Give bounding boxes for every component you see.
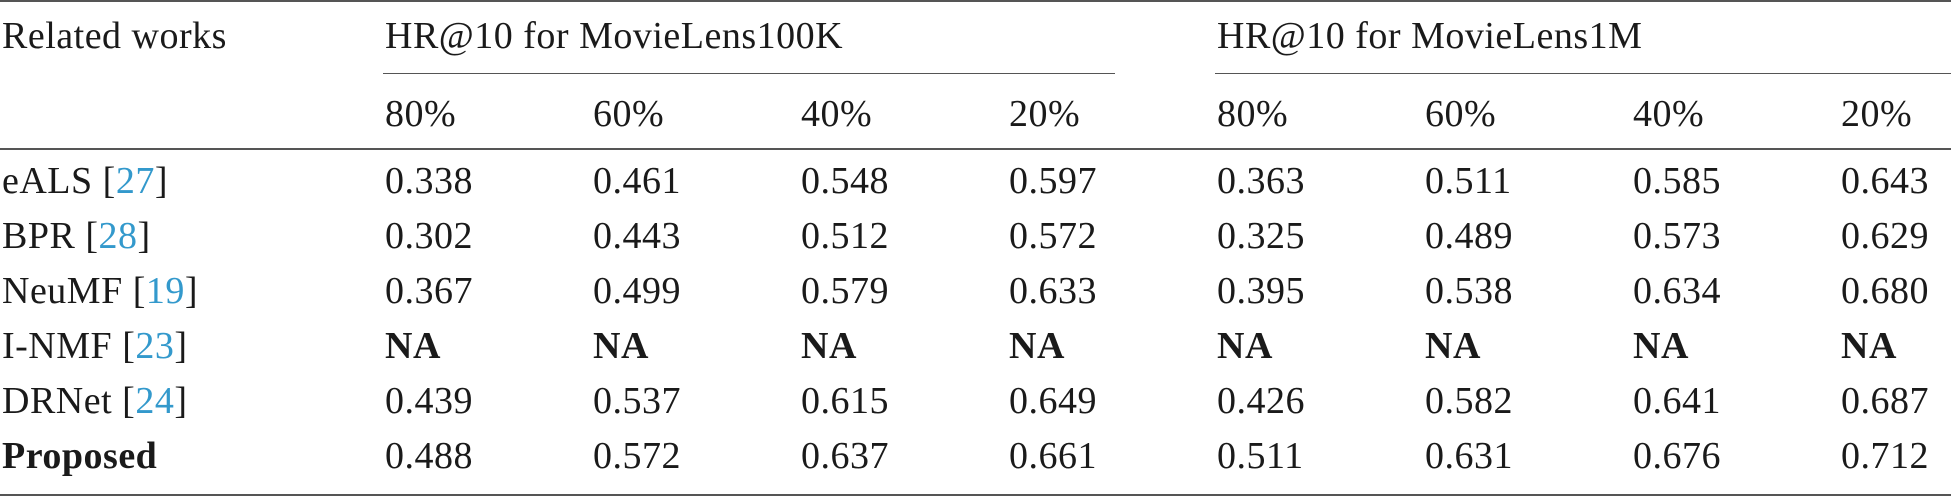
- method-name: DRNet: [2, 380, 113, 422]
- table-cell: 0.585: [1633, 160, 1721, 202]
- citation-link[interactable]: 23: [135, 325, 175, 367]
- table-cell: 0.548: [801, 160, 889, 202]
- table-cell: 0.633: [1009, 270, 1097, 312]
- table-cell: 0.615: [801, 380, 889, 422]
- table-cell: 0.338: [385, 160, 473, 202]
- group-header-movielens1m: HR@10 for MovieLens1M: [1217, 15, 1643, 57]
- split-header-cell: 80%: [1217, 93, 1289, 135]
- table-cell: 0.488: [385, 435, 473, 477]
- table-cell: 0.676: [1633, 435, 1721, 477]
- row-label-header: Related works: [2, 15, 227, 57]
- table-cell: 0.461: [593, 160, 681, 202]
- table-cell: 0.582: [1425, 380, 1513, 422]
- table-cell: 0.641: [1633, 380, 1721, 422]
- table-cell: 0.597: [1009, 160, 1097, 202]
- split-header-cell: 80%: [385, 93, 457, 135]
- table-cell: 0.489: [1425, 215, 1513, 257]
- table-cell: 0.634: [1633, 270, 1721, 312]
- table-cell: 0.367: [385, 270, 473, 312]
- table-cell: 0.572: [593, 435, 681, 477]
- table-cell: 0.629: [1841, 215, 1929, 257]
- table-cell: 0.579: [801, 270, 889, 312]
- citation-link[interactable]: 24: [135, 380, 175, 422]
- split-header-cell: 20%: [1841, 93, 1913, 135]
- citation-link[interactable]: 19: [145, 270, 185, 312]
- table-cell: 0.572: [1009, 215, 1097, 257]
- group-2-rule: [1215, 73, 1951, 74]
- row-label: BPR [28]: [2, 215, 151, 257]
- table-cell: 0.302: [385, 215, 473, 257]
- split-header-cell: 40%: [801, 93, 873, 135]
- table-cell: 0.511: [1425, 160, 1512, 202]
- split-header-cell: 20%: [1009, 93, 1081, 135]
- table-cell: 0.395: [1217, 270, 1305, 312]
- row-label: NeuMF [19]: [2, 270, 199, 312]
- table-cell: 0.631: [1425, 435, 1513, 477]
- table-cell: 0.637: [801, 435, 889, 477]
- table-cell: NA: [385, 325, 441, 367]
- method-name: BPR: [2, 215, 76, 257]
- method-name: eALS: [2, 160, 93, 202]
- table-cell: NA: [1425, 325, 1481, 367]
- bottom-rule: [0, 494, 1951, 496]
- top-rule: [0, 0, 1951, 2]
- table-cell: 0.649: [1009, 380, 1097, 422]
- table-cell: NA: [593, 325, 649, 367]
- row-label: Proposed: [2, 434, 157, 478]
- table-cell: 0.573: [1633, 215, 1721, 257]
- table-cell: 0.512: [801, 215, 889, 257]
- table-cell: NA: [1009, 325, 1065, 367]
- row-label: I-NMF [23]: [2, 325, 188, 367]
- table-cell: 0.680: [1841, 270, 1929, 312]
- method-name: Proposed: [2, 435, 158, 477]
- group-1-rule: [383, 73, 1115, 74]
- table-cell: 0.687: [1841, 380, 1929, 422]
- table-cell: NA: [1841, 325, 1897, 367]
- table-cell: 0.325: [1217, 215, 1305, 257]
- group-header-movielens100k: HR@10 for MovieLens100K: [385, 15, 844, 57]
- method-name: I-NMF: [2, 325, 113, 367]
- table-cell: 0.499: [593, 270, 681, 312]
- split-header-cell: 40%: [1633, 93, 1705, 135]
- table-cell: 0.661: [1009, 435, 1097, 477]
- split-header-cell: 60%: [1425, 93, 1497, 135]
- split-header-cell: 60%: [593, 93, 665, 135]
- table-cell: 0.537: [593, 380, 681, 422]
- method-name: NeuMF: [2, 270, 123, 312]
- table-cell: 0.712: [1841, 435, 1929, 477]
- table-cell: 0.538: [1425, 270, 1513, 312]
- table-cell: NA: [1217, 325, 1273, 367]
- table-cell: 0.443: [593, 215, 681, 257]
- row-label: DRNet [24]: [2, 380, 188, 422]
- citation-link[interactable]: 28: [98, 215, 138, 257]
- table-cell: 0.363: [1217, 160, 1305, 202]
- table-cell: 0.511: [1217, 435, 1304, 477]
- citation-link[interactable]: 27: [115, 160, 155, 202]
- table-cell: NA: [1633, 325, 1689, 367]
- row-label: eALS [27]: [2, 160, 168, 202]
- table-cell: NA: [801, 325, 857, 367]
- table-cell: 0.439: [385, 380, 473, 422]
- table-cell: 0.426: [1217, 380, 1305, 422]
- header-rule: [0, 148, 1951, 150]
- table-cell: 0.643: [1841, 160, 1929, 202]
